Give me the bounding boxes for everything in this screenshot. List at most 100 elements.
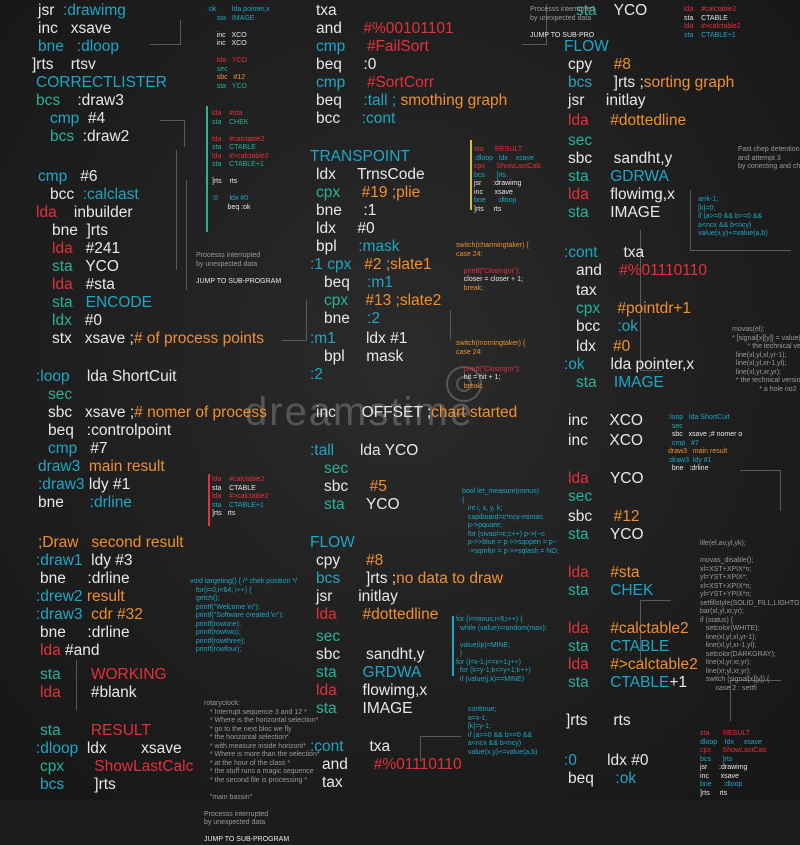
snippet-line: * the technical version* xyxy=(747,343,800,350)
code-line: ]rts rts xyxy=(566,712,631,730)
code-keyword: ]rts xyxy=(566,712,588,729)
snippet-line: and attempt 3 xyxy=(738,154,781,162)
code-operand: YCO xyxy=(344,496,400,513)
code-operand: :ok xyxy=(600,318,639,335)
code-line: sta IMAGE xyxy=(316,700,412,718)
code-operand: #0 xyxy=(595,338,631,355)
code-operand: :drline xyxy=(65,624,130,641)
code-keyword: bne xyxy=(324,310,350,327)
snippet-line: * the technical version xyxy=(732,377,800,384)
code-keyword: ldx xyxy=(316,166,336,183)
code-operand: ENCODE xyxy=(72,294,152,311)
snippet-line: line(xl,yl,xl,yr-1); xyxy=(732,351,787,359)
code-operand: #19 ; xyxy=(340,184,397,201)
code-operand: ldx #0 xyxy=(576,752,649,769)
code-line: bcs :draw3 xyxy=(36,92,124,110)
snippet-line: yl=YST+XPIX*; xyxy=(700,574,748,581)
code-keyword: lda xyxy=(568,620,589,637)
code-operand: #dottedline xyxy=(336,606,439,623)
code-line: cmp #4 xyxy=(50,110,105,128)
code-line: lda #blank xyxy=(40,684,137,702)
snippet-line: inc XCO xyxy=(207,31,247,39)
snippet-line: for (j=x-1;j<=x+1;j++) xyxy=(456,658,521,666)
code-line: cpx #13 ;slate2 xyxy=(324,292,441,310)
code-operand: XCO xyxy=(587,432,643,449)
code-keyword: ldx xyxy=(576,338,596,355)
code-operand: :dloop xyxy=(63,38,120,55)
code-keyword: inc xyxy=(316,404,336,421)
code-keyword: cpx xyxy=(576,300,601,317)
code-keyword: bpl xyxy=(324,348,345,365)
code-operand: #13 ; xyxy=(348,292,400,309)
code-line: :0 ldx #0 xyxy=(564,752,648,770)
code-line: sec xyxy=(316,628,340,646)
code-keyword: FLOW xyxy=(564,38,609,55)
code-operand: ]rts xyxy=(77,222,109,239)
code-line: sta GDRWA xyxy=(568,168,669,186)
code-keyword: bcc xyxy=(50,186,75,203)
code-keyword: lda xyxy=(316,682,337,699)
code-line: ldx #0 xyxy=(52,312,102,330)
code-operand: :tall ; xyxy=(341,92,397,109)
code-operand: flowimg,x xyxy=(336,682,428,699)
snippet-line: a<ncx && b<ncy) xyxy=(462,740,522,747)
code-keyword: sbc xyxy=(568,150,593,167)
circuit-line xyxy=(160,120,185,147)
code-line: bcs ]rts ;sorting graph xyxy=(568,74,734,92)
snippet-line: sta IMAGE xyxy=(207,14,255,22)
code-comment: slate2 xyxy=(399,292,442,309)
snippet-line: case 24: xyxy=(456,250,483,258)
code-line: sec xyxy=(568,488,592,506)
snippet-line: inc xsave xyxy=(700,772,739,780)
snippet-line: "main bassin" xyxy=(204,793,253,801)
code-keyword: bne xyxy=(40,624,66,641)
code-keyword: :draw3 xyxy=(36,606,83,623)
snippet-line: * at the hour of the class * xyxy=(204,759,290,767)
code-keyword: :cont xyxy=(564,244,598,261)
code-line: :dloop ldx xsave xyxy=(36,740,182,758)
snippet-line: line(xl,yl,xr-1,yl); xyxy=(732,360,787,367)
code-line: sta YCO xyxy=(324,496,400,514)
code-operand: #8 xyxy=(592,56,631,73)
code-operand: lda ShortCuit xyxy=(69,368,177,385)
circuit-line xyxy=(640,230,661,371)
code-keyword: cmp xyxy=(316,74,346,91)
code-operand: initlay xyxy=(332,588,398,605)
snippet-line: lda #calctable2 xyxy=(212,476,265,483)
code-keyword: inc xyxy=(568,412,588,429)
snippet-line: cpx ShowLastCalc xyxy=(474,163,542,170)
code-comment: no data to draw xyxy=(396,570,503,587)
snippet-line: beq :ok xyxy=(212,203,251,211)
code-operand: lda pointer,x xyxy=(584,356,695,373)
code-operand: #0 xyxy=(335,220,375,237)
code-operand: #241 xyxy=(72,240,121,257)
snippet-line: sta RESULT xyxy=(700,730,751,737)
code-keyword: sbc xyxy=(316,646,341,663)
code-line: tax xyxy=(322,774,343,792)
code-line: jsr initlay xyxy=(316,588,398,606)
code-keyword: :2 xyxy=(310,366,323,383)
code-line: lda #dottedline xyxy=(568,112,686,130)
code-operand: second result xyxy=(78,534,184,551)
code-operand: xsave xyxy=(57,20,112,37)
code-line: sta IMAGE xyxy=(576,374,664,392)
code-keyword: sta xyxy=(324,496,345,513)
snippet-line: bcs ]rts xyxy=(700,755,733,763)
code-operand: YCO xyxy=(596,2,648,19)
code-keyword: bcs xyxy=(316,570,341,587)
code-line: sec xyxy=(324,460,348,478)
code-operand: initlay xyxy=(584,92,646,109)
circuit-line xyxy=(740,470,781,511)
code-line: lda #sta xyxy=(52,276,115,294)
code-keyword: :draw1 xyxy=(36,552,83,569)
code-operand: ]rts ; xyxy=(592,74,644,91)
code-keyword: lda xyxy=(568,186,589,203)
code-keyword: sta xyxy=(568,204,589,221)
code-keyword: bcs xyxy=(36,92,61,109)
snippet-line: for (i=minus;i<6;i++) { xyxy=(456,616,523,623)
code-keyword: sta xyxy=(576,2,597,19)
code-keyword: bne xyxy=(316,202,342,219)
snippet-line: :draw3 ldy #1 xyxy=(668,456,712,464)
code-operand: #pointdr+1 xyxy=(600,300,692,317)
code-line: sta GRDWA xyxy=(316,664,421,682)
